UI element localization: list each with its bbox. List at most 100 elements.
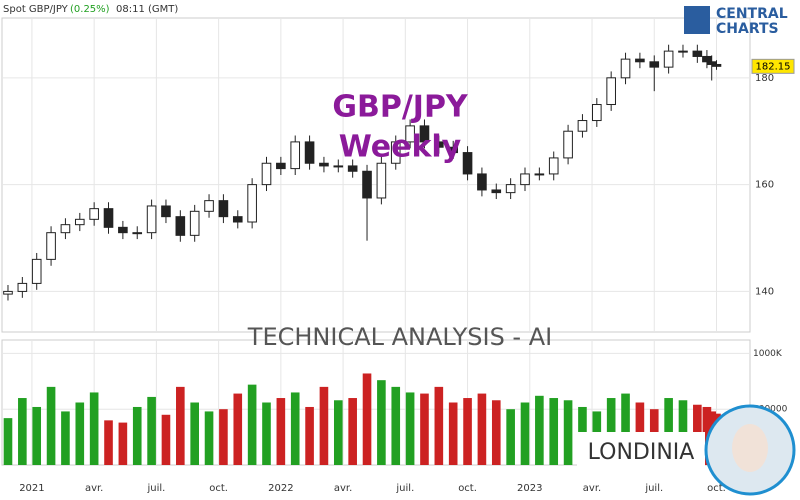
volume-bar [477, 393, 487, 465]
candle-body [89, 208, 99, 220]
candle-body [520, 173, 530, 186]
candle-body [189, 210, 200, 236]
candle-body [60, 224, 71, 234]
candle-body [31, 258, 42, 284]
volume-bar [305, 406, 314, 465]
candle-body [405, 125, 415, 143]
volume-bar [3, 418, 13, 465]
candle-body [333, 165, 344, 168]
candle-body [232, 216, 243, 223]
volume-bar [563, 400, 573, 465]
volume-bar [161, 414, 171, 465]
volume-bar [434, 386, 444, 465]
volume-bar [204, 411, 214, 465]
volume-bar [333, 400, 343, 465]
last-price: 182.15 [756, 61, 791, 72]
volume-bar [362, 373, 372, 465]
volume-bar [147, 396, 156, 465]
logo-bottom: CHARTS [716, 21, 779, 37]
volume-bar [190, 402, 199, 465]
brand: LONDINIA [588, 440, 695, 465]
candle-body [678, 50, 688, 53]
candle-body [218, 200, 229, 218]
candle-body [491, 189, 502, 194]
volume-bar [664, 398, 673, 465]
x-tick-label: avr. [583, 483, 601, 494]
volume-bar [247, 384, 257, 465]
candle-body [17, 282, 28, 292]
candle-body [649, 61, 660, 68]
x-tick-label: 2023 [517, 483, 542, 494]
volume-bar [535, 395, 544, 465]
x-tick-label: 2022 [268, 483, 293, 494]
candle-body [146, 205, 157, 234]
candle-body [448, 146, 459, 154]
volume-bar [219, 409, 228, 465]
candle-body [620, 58, 631, 79]
candle-body [635, 58, 645, 63]
candle-body [261, 162, 272, 186]
price-frame [1, 17, 751, 333]
logo-icon [684, 6, 710, 34]
volume-bar [233, 393, 243, 465]
candle-body [362, 170, 372, 199]
volume-bar [319, 386, 329, 465]
candle-body [74, 218, 85, 226]
volume-bar [491, 400, 501, 465]
overlay-title: GBP/JPY [332, 90, 469, 125]
volume-bar [405, 392, 415, 465]
x-tick-label: juil. [395, 483, 414, 494]
brand-box [577, 432, 705, 472]
candle-body [376, 162, 387, 199]
volume-frame [1, 339, 751, 466]
candle-body [702, 55, 712, 63]
x-tick-label: oct. [209, 483, 228, 494]
candle-body [319, 162, 329, 167]
overlay-subtitle: Weekly [339, 130, 462, 165]
candle-body [548, 157, 559, 175]
volume-bar [377, 380, 386, 465]
volume-bar [606, 398, 616, 465]
volume-bar [32, 406, 42, 465]
candle-body [577, 120, 588, 132]
y-tick-label: 160 [755, 180, 774, 191]
candle-body [592, 104, 602, 122]
candle-body [118, 226, 128, 234]
candle-body [434, 141, 444, 148]
candle-body [304, 141, 315, 164]
x-tick-label: avr. [334, 483, 352, 494]
volume-bar [262, 402, 271, 465]
candle-body [606, 77, 616, 106]
volume-bar [61, 411, 70, 465]
candle-body [477, 173, 487, 191]
last-price-box [751, 58, 795, 74]
candle-body [505, 184, 516, 194]
y-tick-label: 180 [755, 73, 774, 84]
candle-body [3, 290, 13, 295]
x-tick-label: oct. [707, 483, 726, 494]
logo-top: CENTRAL [716, 6, 788, 22]
candle-body [692, 50, 703, 57]
volume-bar [448, 402, 458, 465]
volume-bar [420, 393, 429, 465]
x-tick-label: juil. [644, 483, 663, 494]
candle-body [711, 63, 722, 67]
x-tick-label: 2021 [19, 483, 44, 494]
volume-bar [290, 392, 300, 465]
candle-body [161, 205, 171, 218]
volume-bar [391, 386, 401, 465]
candle-body [46, 232, 56, 260]
volume-bar [46, 386, 56, 465]
volume-bar [18, 398, 27, 465]
candle-body [247, 184, 257, 223]
candle-body [563, 130, 573, 159]
volume-bar [463, 398, 472, 465]
candle-body [175, 216, 186, 236]
y-tick-label: 140 [755, 286, 774, 297]
x-tick-label: oct. [458, 483, 477, 494]
volume-bar [621, 393, 630, 465]
candle-body [347, 165, 358, 172]
volume-bar [176, 386, 185, 465]
x-tick-label: juil. [146, 483, 165, 494]
candle-body [276, 162, 286, 170]
